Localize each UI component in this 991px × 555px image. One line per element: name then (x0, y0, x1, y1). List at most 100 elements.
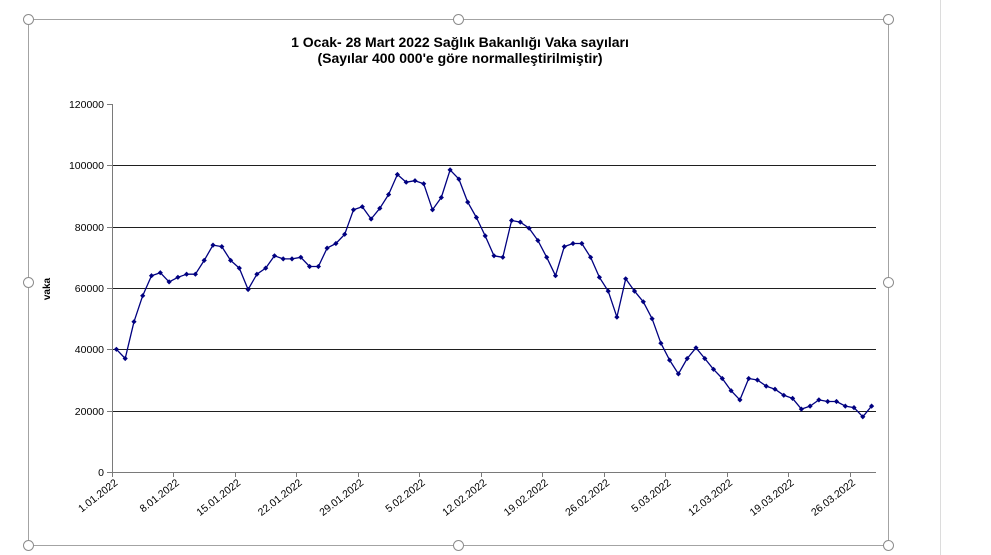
data-point (324, 245, 330, 251)
y-tick-label: 0 (98, 467, 104, 479)
data-point (754, 377, 760, 383)
chart-title[interactable]: 1 Ocak- 28 Mart 2022 Sağlık Bakanlığı Va… (291, 34, 629, 50)
data-point (157, 270, 163, 276)
resize-handle-top[interactable] (453, 14, 464, 25)
chart-subtitle[interactable]: (Sayılar 400 000'e göre normalleştirilmi… (317, 50, 602, 66)
data-point (526, 225, 532, 231)
data-point (307, 263, 313, 270)
data-point (500, 254, 506, 260)
data-point (236, 265, 242, 271)
y-tick-label: 100000 (69, 160, 104, 172)
data-point (148, 273, 155, 279)
data-point (649, 316, 655, 322)
data-point (719, 375, 725, 382)
y-tick-label: 80000 (75, 222, 104, 234)
data-point (675, 371, 681, 377)
data-point (192, 271, 198, 277)
data-point (131, 319, 137, 325)
data-point (535, 237, 541, 244)
data-point (412, 178, 418, 184)
data-point (623, 276, 629, 282)
data-point (517, 219, 523, 225)
data-point (509, 217, 515, 224)
chart-area[interactable] (28, 19, 889, 546)
y-tick-label: 60000 (75, 283, 104, 295)
data-point (473, 214, 479, 221)
data-point (350, 207, 357, 213)
data-point (860, 414, 866, 420)
selection-handles (23, 14, 894, 551)
data-point (298, 254, 304, 260)
resize-handle-top-right[interactable] (883, 14, 894, 25)
data-point (333, 240, 339, 247)
y-tick-label: 40000 (75, 344, 104, 356)
data-point (421, 181, 427, 187)
data-point (184, 271, 190, 277)
data-point (280, 256, 286, 262)
y-tick-label: 20000 (75, 406, 104, 418)
data-point (702, 355, 708, 362)
data-point (289, 256, 295, 262)
data-point (798, 406, 804, 412)
resize-handle-bottom-right[interactable] (883, 540, 894, 551)
data-point (377, 205, 383, 211)
data-point (465, 199, 471, 205)
data-point (833, 398, 840, 405)
data-point (315, 263, 321, 270)
resize-handle-right[interactable] (883, 277, 894, 288)
data-point (245, 286, 251, 293)
data-point (342, 231, 348, 237)
data-point (482, 233, 488, 239)
data-point (667, 357, 673, 363)
data-point (781, 392, 787, 398)
data-point (869, 403, 875, 409)
data-point (403, 179, 409, 185)
data-point (807, 403, 813, 409)
data-point (596, 274, 602, 280)
data-point (710, 366, 717, 372)
data-point (254, 271, 260, 277)
data-point (438, 194, 444, 201)
data-point (140, 293, 146, 299)
data-point (368, 216, 374, 222)
data-point (825, 398, 831, 405)
data-point (631, 288, 638, 294)
data-point (122, 355, 128, 362)
data-point (790, 395, 796, 401)
data-point (544, 254, 550, 260)
data-point (851, 405, 857, 411)
y-axis-title[interactable]: vaka (42, 277, 53, 300)
data-point (210, 242, 216, 248)
resize-handle-top-left[interactable] (23, 14, 34, 25)
data-point (579, 240, 585, 247)
data-point (201, 257, 207, 263)
data-point (263, 265, 269, 271)
data-point (429, 207, 436, 213)
data-point (614, 314, 620, 320)
data-point (456, 176, 462, 182)
data-point (166, 279, 172, 285)
data-point (447, 167, 453, 173)
data-point (113, 346, 119, 352)
data-point (570, 240, 576, 247)
resize-handle-bottom[interactable] (453, 540, 464, 551)
data-point (746, 375, 752, 382)
data-point (772, 386, 778, 392)
data-point (561, 244, 567, 250)
data-point (605, 288, 611, 294)
data-point (228, 257, 234, 263)
data-point (684, 355, 690, 362)
resize-handle-bottom-left[interactable] (23, 540, 34, 551)
data-point (640, 299, 646, 305)
data-point (763, 383, 769, 389)
data-point (386, 191, 392, 198)
data-point (175, 274, 181, 280)
data-point (588, 254, 594, 260)
resize-handle-left[interactable] (23, 277, 34, 288)
data-point (737, 397, 743, 403)
data-point (359, 204, 365, 210)
data-point (816, 397, 822, 403)
data-point (658, 340, 664, 346)
data-point (728, 388, 734, 394)
